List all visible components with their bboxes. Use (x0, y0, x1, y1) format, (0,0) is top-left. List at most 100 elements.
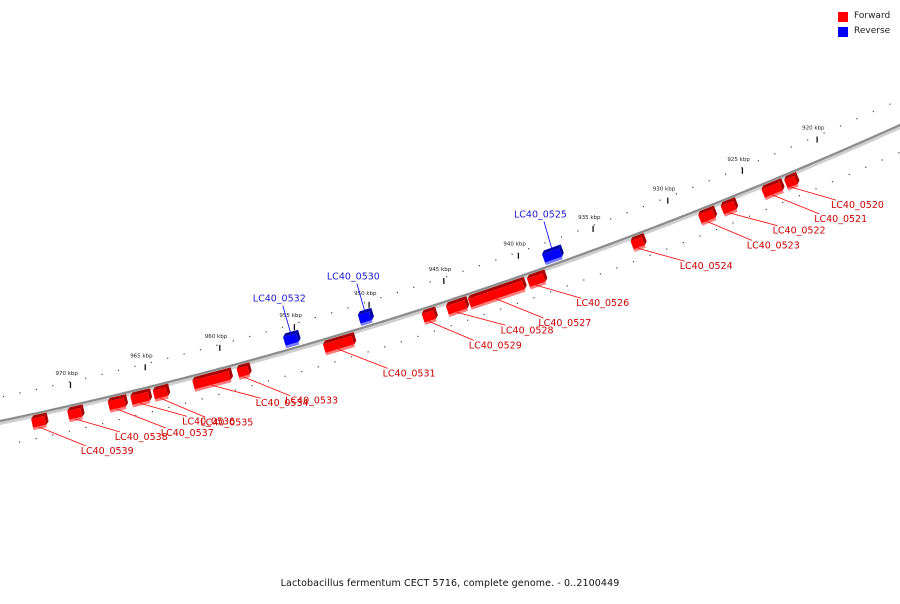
guide-dot (101, 373, 103, 375)
gene-label[interactable]: LC40_0532 (253, 294, 306, 305)
scale-tick-label: 955 kbp (279, 313, 302, 319)
guide-dot (281, 326, 284, 328)
guide-dot (616, 267, 618, 269)
guide-dot (19, 392, 21, 394)
guide-dot (516, 302, 518, 304)
guide-dot (314, 317, 316, 319)
guide-dot (823, 132, 825, 134)
gene-label[interactable]: LC40_0533 (285, 396, 338, 407)
gene-side-face (351, 332, 357, 345)
gene-label[interactable]: LC40_0527 (538, 318, 591, 329)
gene-label[interactable]: LC40_0529 (469, 340, 522, 351)
gene-leader-line (772, 194, 820, 215)
gene-LC40_0529[interactable] (421, 306, 440, 325)
gene-side-face (542, 269, 548, 282)
gene-LC40_0537[interactable] (107, 394, 129, 413)
guide-dot (433, 330, 436, 332)
gene-top-face (130, 388, 150, 397)
guide-dot (725, 173, 727, 175)
guide-dot (298, 321, 300, 323)
gene-label[interactable]: LC40_0528 (501, 325, 554, 336)
gene-label[interactable]: LC40_0531 (383, 368, 436, 379)
gene-side-face (44, 412, 49, 425)
guide-dot (234, 389, 236, 391)
guide-dot (251, 385, 253, 387)
guide-dot (675, 193, 677, 195)
gene-box (67, 408, 83, 420)
guide-dot (151, 411, 153, 413)
gene-LC40_0532[interactable] (282, 329, 302, 349)
guide-dot (367, 351, 369, 353)
gene-box (720, 201, 737, 215)
guide-dot (199, 349, 202, 351)
gene-LC40_0525[interactable] (541, 244, 566, 266)
gene-top-face (720, 197, 735, 207)
gene-label[interactable]: LC40_0521 (814, 214, 867, 225)
gene-box (357, 311, 372, 324)
gene-LC40_0527[interactable] (467, 276, 528, 310)
forward-swatch-icon (838, 11, 848, 22)
gene-side-face (794, 171, 800, 185)
guide-dot (347, 307, 349, 309)
gene-box (192, 371, 231, 390)
guide-dot (185, 402, 187, 404)
gene-box (542, 248, 562, 263)
gene-leader-line (116, 408, 166, 429)
gene-box (130, 391, 150, 405)
gene-label[interactable]: LC40_0524 (680, 261, 733, 272)
guide-dot (560, 236, 563, 238)
guide-dot (85, 426, 87, 428)
guide-dot (544, 242, 546, 244)
guide-dot (168, 406, 170, 408)
gene-top-face (31, 412, 47, 419)
guide-dot (52, 434, 54, 436)
guide-dot (216, 344, 218, 346)
gene-label[interactable]: LC40_0538 (115, 432, 168, 443)
gene-shadow (701, 217, 717, 226)
gene-box (107, 397, 126, 411)
gene-LC40_0538[interactable] (67, 404, 86, 423)
gene-box (152, 387, 169, 400)
gene-box (761, 182, 783, 198)
scale-tick-label: 965 kbp (130, 353, 153, 359)
gene-leader-line (790, 186, 837, 201)
gene-label[interactable]: LC40_0536 (182, 416, 235, 427)
gene-label[interactable]: LC40_0537 (161, 428, 214, 439)
guide-dot (848, 173, 850, 176)
gene-label[interactable]: LC40_0534 (256, 398, 309, 409)
gene-top-face (67, 404, 83, 412)
guide-dot (446, 276, 448, 278)
gene-label[interactable]: LC40_0522 (773, 226, 826, 237)
gene-LC40_0530[interactable] (357, 307, 376, 327)
guide-dot (757, 160, 759, 162)
scale-tick-label: 945 kbp (429, 267, 452, 273)
gene-leader-line (160, 397, 206, 418)
gene-leader-line (282, 305, 292, 334)
gene-top-face (467, 276, 524, 299)
guide-dot (167, 357, 169, 359)
guide-dot (610, 218, 612, 220)
gene-label[interactable]: LC40_0523 (747, 240, 800, 251)
gene-label[interactable]: LC40_0530 (327, 272, 380, 283)
guide-dot (117, 369, 120, 371)
gene-side-face (165, 383, 171, 397)
gene-LC40_0521[interactable] (760, 178, 786, 201)
gene-leader-line (543, 221, 553, 250)
guide-dots-upper (3, 103, 891, 397)
gene-shadow (764, 190, 784, 201)
gene-LC40_0523[interactable] (697, 205, 719, 226)
gene-box (283, 333, 299, 346)
guide-dot (478, 265, 480, 267)
guide-dot (528, 248, 530, 250)
gene-LC40_0536[interactable] (130, 388, 154, 408)
gene-label[interactable]: LC40_0520 (831, 200, 884, 211)
gene-label[interactable]: LC40_0525 (514, 210, 567, 221)
guide-dot (19, 441, 21, 443)
gene-label[interactable]: LC40_0535 (200, 417, 253, 428)
guide-dot (102, 423, 104, 425)
gene-top-face (761, 178, 782, 190)
gene-leader-line (139, 403, 188, 417)
gene-label[interactable]: LC40_0539 (81, 446, 134, 457)
guide-dot (334, 361, 336, 363)
gene-label[interactable]: LC40_0526 (576, 298, 629, 309)
